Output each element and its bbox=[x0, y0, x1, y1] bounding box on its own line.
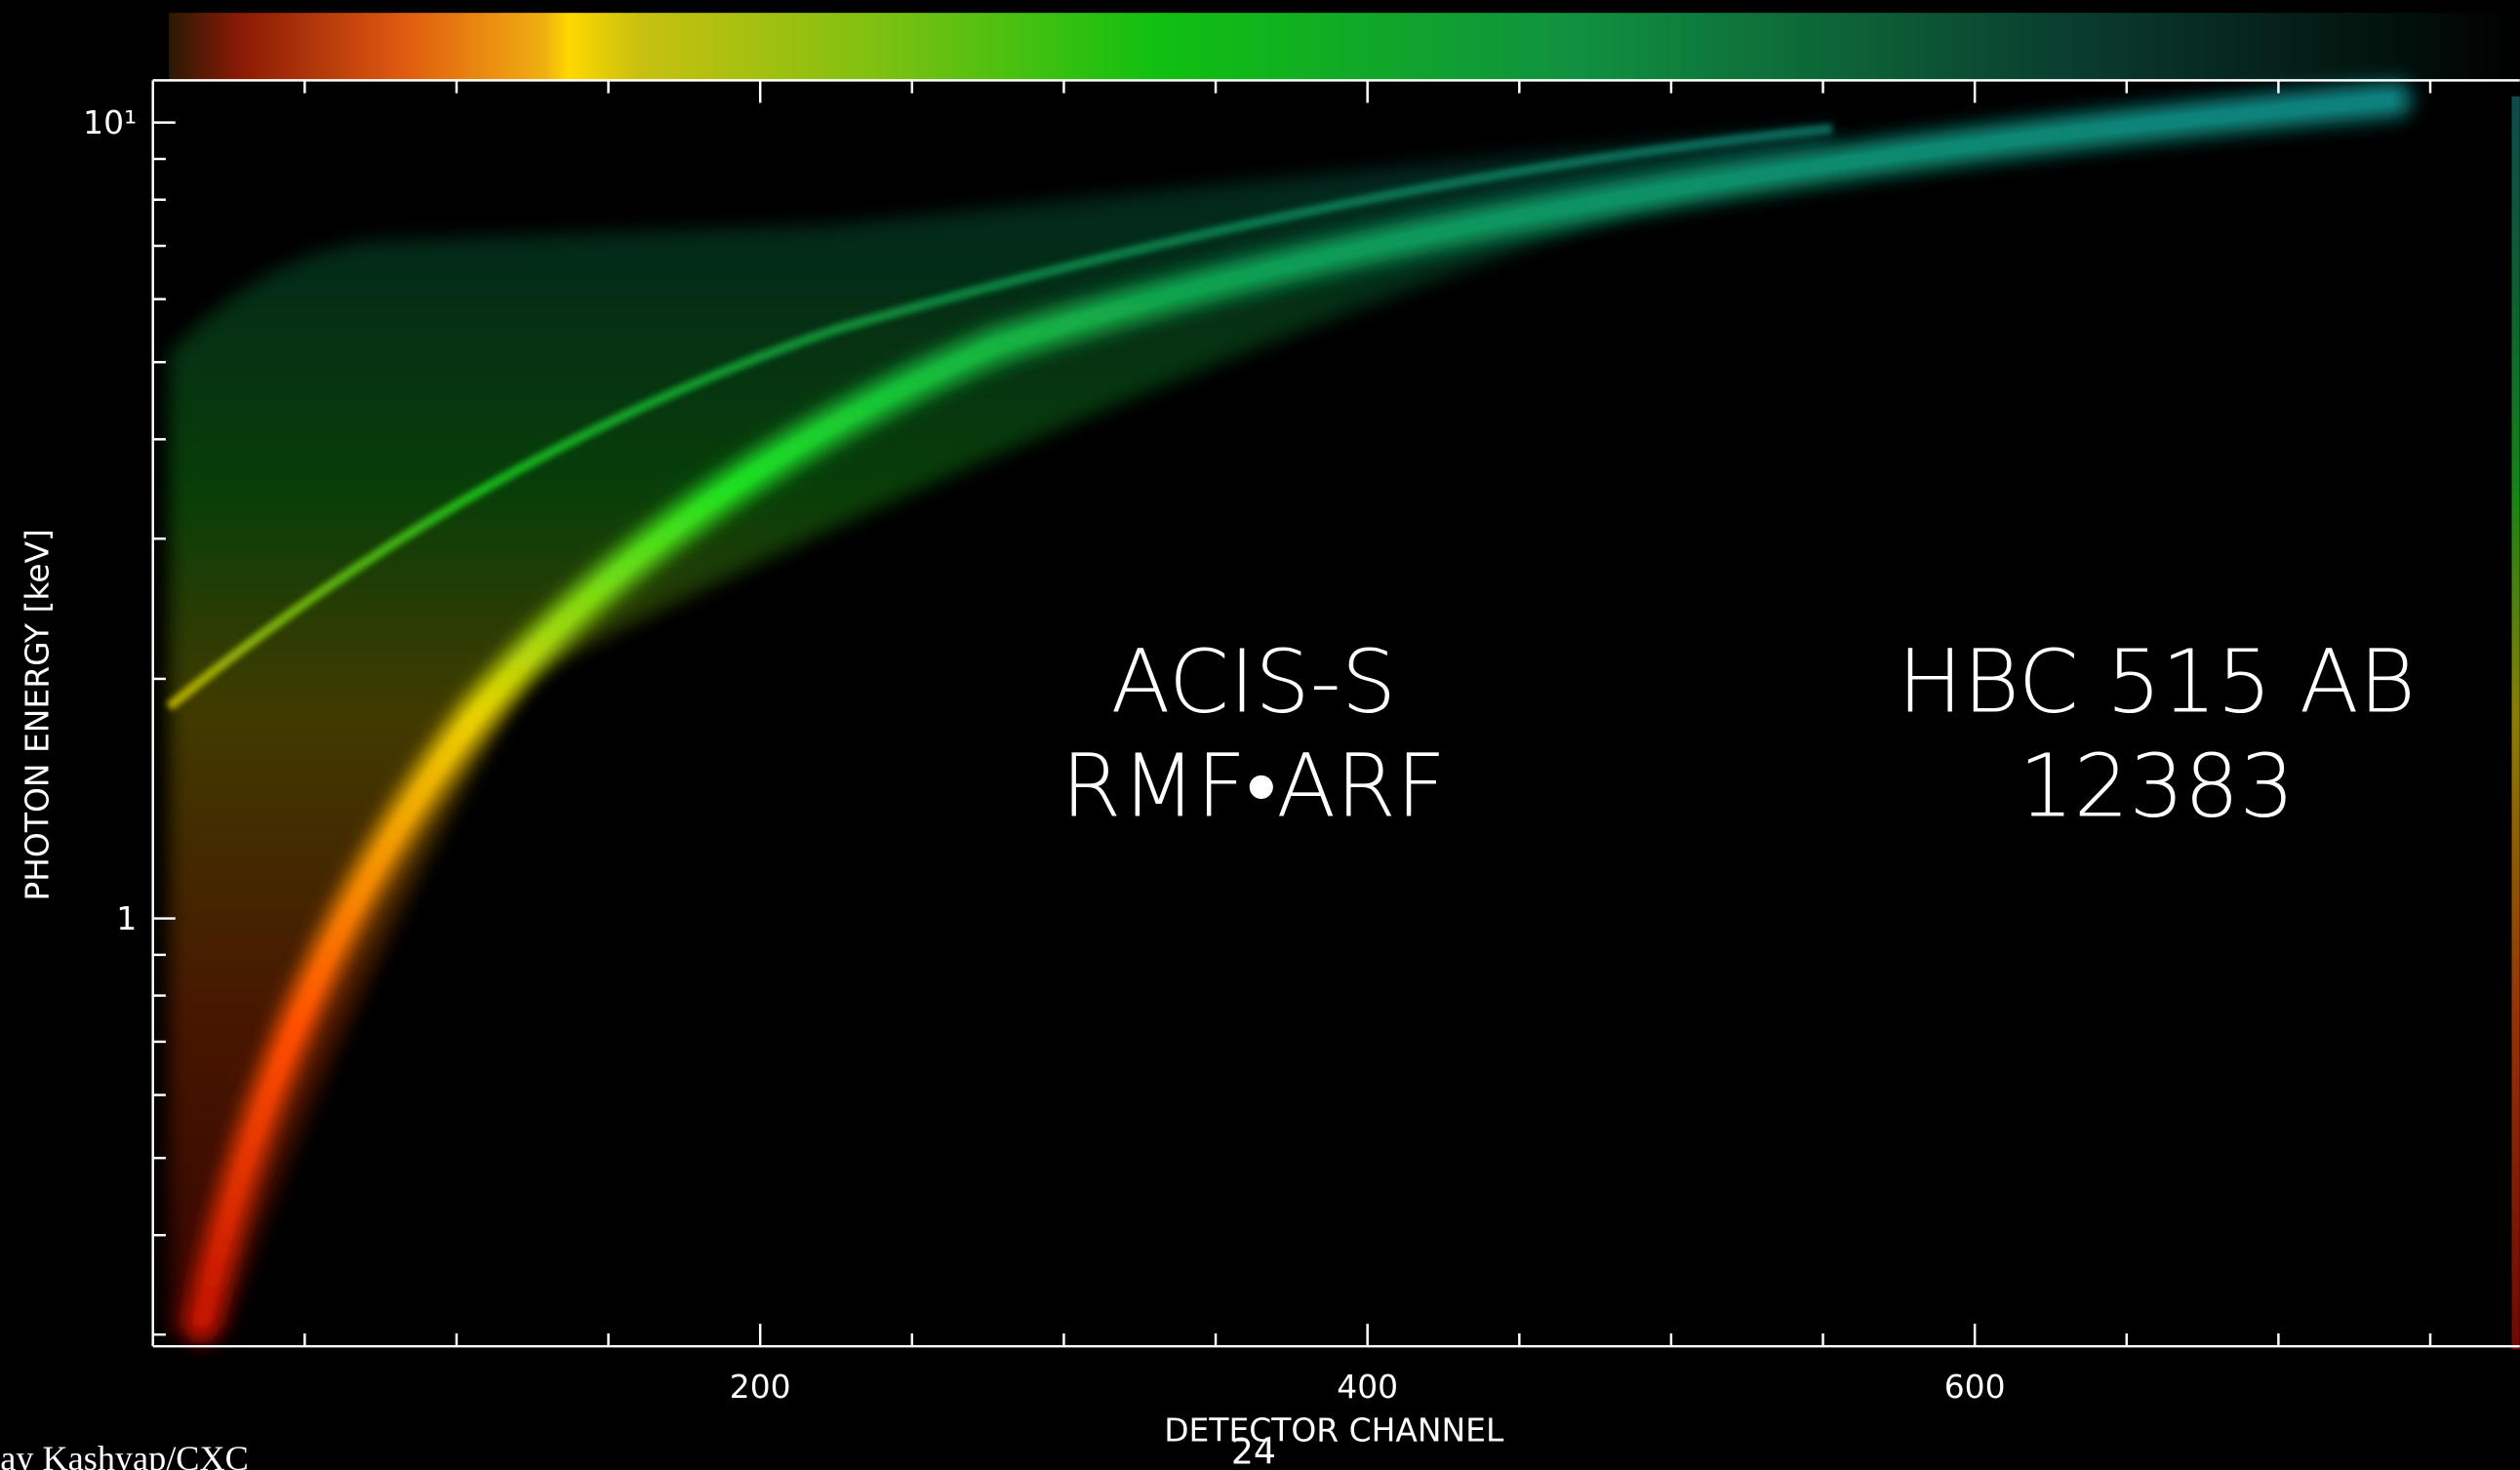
response-haze bbox=[169, 125, 1832, 1333]
chart: DETECTOR CHANNEL PHOTON ENERGY [keV] ay … bbox=[0, 0, 2520, 1470]
page-number: 24 bbox=[1231, 1430, 1276, 1470]
x-tick-label: 400 bbox=[1337, 1368, 1398, 1406]
credit: ay Kashyap/CXC bbox=[0, 1439, 249, 1470]
y-tick-label: 1 bbox=[116, 899, 137, 937]
x-axis-label: DETECTOR CHANNEL bbox=[1164, 1410, 1504, 1449]
annotation: HBC 515 AB bbox=[1898, 631, 2416, 733]
y-tick-label: 10¹ bbox=[83, 103, 137, 141]
y-axis-label: PHOTON ENERGY [keV] bbox=[19, 529, 57, 901]
annotation: 12383 bbox=[2019, 735, 2295, 837]
annotation: RMF•ARF bbox=[1061, 735, 1447, 837]
colorbar-side bbox=[2512, 97, 2520, 1350]
x-tick-label: 200 bbox=[730, 1368, 791, 1406]
colorbar bbox=[169, 13, 2520, 80]
x-tick-label: 600 bbox=[1944, 1368, 2006, 1406]
annotation: ACIS-S bbox=[1111, 631, 1397, 733]
